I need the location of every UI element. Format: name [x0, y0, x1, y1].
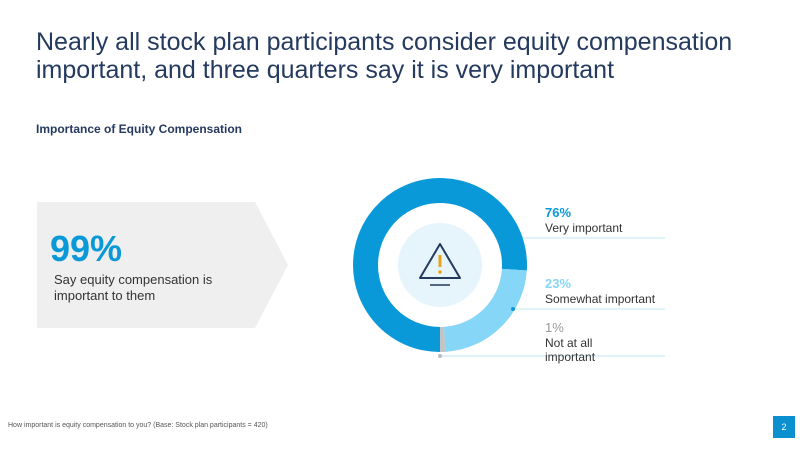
- callout-text: Say equity compensation is important to …: [54, 272, 213, 303]
- value-label: 23%: [545, 276, 572, 291]
- icon-dot: [438, 270, 442, 274]
- category-label: Very important: [545, 221, 623, 235]
- callout-value: 99%: [50, 228, 123, 269]
- footnote: How important is equity compensation to …: [8, 422, 268, 429]
- slide-title: Nearly all stock plan participants consi…: [36, 28, 733, 84]
- callout-shape: [37, 202, 288, 328]
- value-label: 1%: [545, 320, 564, 335]
- leader-dot: [518, 236, 523, 240]
- warning-icon: [419, 243, 461, 279]
- leader-dot: [511, 307, 516, 311]
- leader-dot: [438, 354, 442, 358]
- donut: [353, 178, 527, 352]
- icon-mark: [438, 255, 442, 267]
- category-label: Not at all important: [545, 336, 596, 364]
- chart-title: Importance of Equity Compensation: [36, 122, 243, 136]
- value-label: 76%: [545, 205, 572, 220]
- category-label: Somewhat important: [545, 292, 656, 306]
- page-number: 2: [773, 416, 795, 438]
- donut-segment: [440, 326, 446, 352]
- donut-segment: [443, 268, 527, 352]
